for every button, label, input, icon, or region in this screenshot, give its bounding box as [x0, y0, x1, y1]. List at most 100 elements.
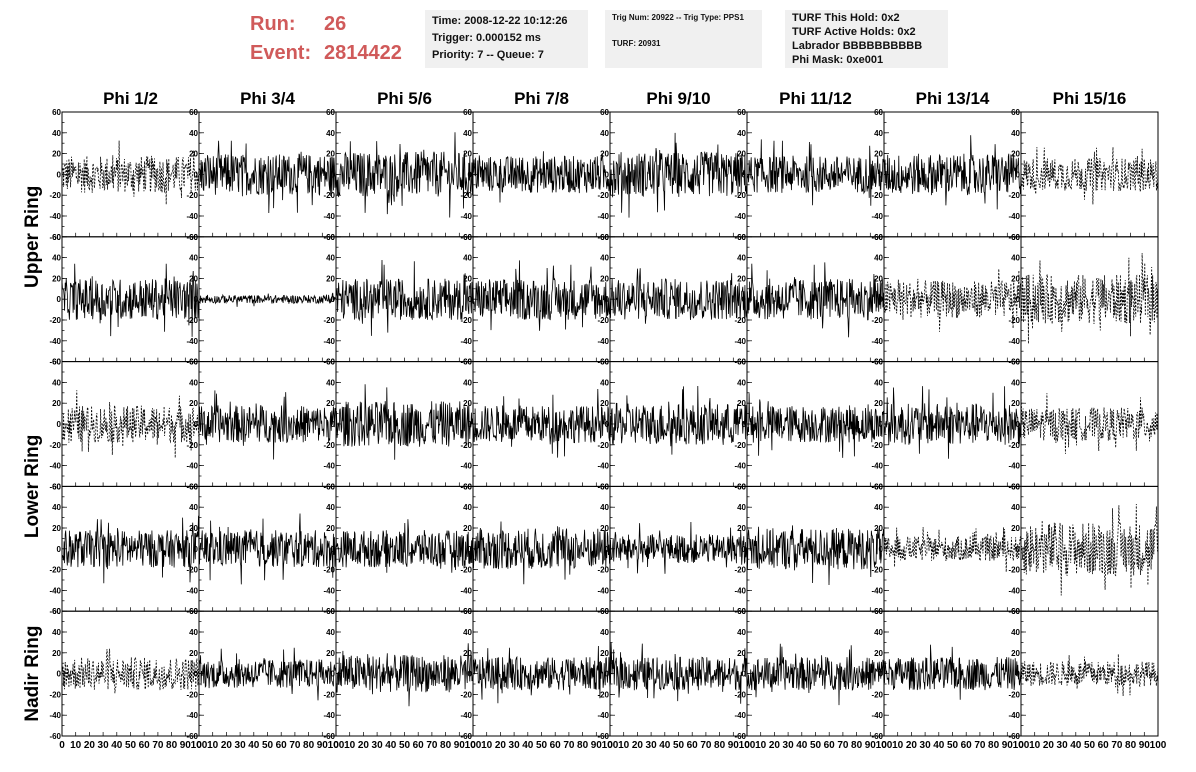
waveform-trace [472, 645, 611, 704]
y-tick-label: -40 [323, 711, 335, 720]
y-tick-label: -20 [460, 316, 472, 325]
y-tick-label: 60 [1011, 358, 1020, 367]
y-tick-label: -20 [597, 690, 609, 699]
y-tick-label: 20 [52, 399, 61, 408]
y-tick-label: 20 [600, 274, 609, 283]
y-tick-label: -60 [734, 358, 746, 367]
column-header: Phi 5/6 [377, 89, 432, 108]
y-tick-label: -20 [323, 566, 335, 575]
x-tick-label: 90 [865, 740, 877, 751]
y-tick-label: 0 [879, 295, 884, 304]
y-tick-label: 20 [326, 399, 335, 408]
x-tick-label: 70 [1111, 740, 1123, 751]
trig-num-box: Trig Num: 20922 -- Trig Type: PPS1 TURF:… [605, 10, 762, 68]
y-tick-label: 0 [742, 545, 747, 554]
turf-this-hold: TURF This Hold: 0x2 [792, 12, 900, 24]
y-tick-label: 40 [600, 503, 609, 512]
y-tick-label: 40 [1011, 254, 1020, 263]
x-tick-label: 70 [974, 740, 986, 751]
x-tick-label: 100 [602, 740, 619, 751]
y-tick-label: -20 [1008, 566, 1020, 575]
y-tick-label: 60 [874, 482, 883, 491]
y-tick-label: -60 [1008, 358, 1020, 367]
ring-label: Upper Ring [22, 186, 43, 288]
y-tick-label: -20 [871, 316, 883, 325]
x-tick-label: 20 [358, 740, 370, 751]
y-tick-label: 60 [1011, 482, 1020, 491]
y-tick-label: -40 [871, 337, 883, 346]
x-tick-label: 0 [59, 740, 65, 751]
waveform-trace [472, 521, 611, 585]
y-tick-label: -20 [460, 690, 472, 699]
y-tick-label: 60 [326, 482, 335, 491]
y-tick-label: -40 [460, 586, 472, 595]
panel-frame [746, 111, 885, 238]
y-tick-label: 60 [189, 108, 198, 117]
x-tick-label: 30 [235, 740, 247, 751]
y-tick-label: 60 [600, 358, 609, 367]
x-tick-label: 80 [851, 740, 863, 751]
y-tick-label: -20 [734, 566, 746, 575]
waveform-trace [198, 647, 337, 701]
y-tick-label: -40 [597, 711, 609, 720]
x-tick-label: 30 [509, 740, 521, 751]
y-tick-label: -20 [460, 566, 472, 575]
y-tick-label: 60 [874, 358, 883, 367]
y-tick-label: -40 [871, 462, 883, 471]
y-tick-label: -40 [323, 586, 335, 595]
waveform-trace [335, 259, 474, 336]
y-tick-label: -40 [460, 711, 472, 720]
y-tick-label: 40 [326, 254, 335, 263]
waveform-trace [472, 388, 611, 458]
y-tick-label: -60 [49, 607, 61, 616]
y-tick-label: -40 [323, 337, 335, 346]
y-tick-label: -40 [49, 212, 61, 221]
x-tick-label: 20 [906, 740, 918, 751]
y-tick-label: -60 [734, 732, 746, 741]
waveform-trace [61, 140, 200, 205]
y-tick-label: 60 [326, 358, 335, 367]
x-tick-label: 90 [591, 740, 603, 751]
y-tick-label: -40 [186, 212, 198, 221]
x-tick-label: 0 [1018, 740, 1024, 751]
y-tick-label: -40 [597, 212, 609, 221]
y-tick-label: 40 [737, 254, 746, 263]
y-tick-label: 20 [463, 274, 472, 283]
x-tick-label: 50 [536, 740, 548, 751]
x-tick-label: 50 [125, 740, 137, 751]
y-tick-label: -20 [460, 441, 472, 450]
y-tick-label: 20 [1011, 649, 1020, 658]
x-tick-label: 20 [632, 740, 644, 751]
y-tick-label: 0 [331, 545, 336, 554]
y-tick-label: -20 [1008, 441, 1020, 450]
y-tick-label: 0 [331, 170, 336, 179]
waveform-trace [472, 151, 611, 203]
y-tick-label: 60 [600, 233, 609, 242]
x-tick-label: 0 [881, 740, 887, 751]
waveform-trace [335, 384, 474, 460]
y-tick-label: 40 [737, 503, 746, 512]
y-tick-label: -40 [460, 462, 472, 471]
y-tick-label: -60 [871, 482, 883, 491]
y-tick-label: 20 [189, 399, 198, 408]
y-tick-label: 0 [1016, 170, 1021, 179]
y-tick-label: -60 [323, 358, 335, 367]
x-tick-label: 50 [947, 740, 959, 751]
x-tick-label: 50 [399, 740, 411, 751]
y-tick-label: 0 [1016, 670, 1021, 679]
x-tick-label: 60 [687, 740, 699, 751]
x-tick-label: 60 [413, 740, 425, 751]
x-tick-label: 10 [481, 740, 493, 751]
y-tick-label: 60 [326, 233, 335, 242]
y-tick-label: 60 [463, 607, 472, 616]
turf-num: TURF: 20931 [612, 39, 661, 48]
y-tick-label: 0 [194, 545, 199, 554]
panel-frame [1020, 236, 1159, 363]
y-tick-label: 20 [1011, 399, 1020, 408]
x-tick-label: 0 [607, 740, 613, 751]
waveform-trace [198, 140, 337, 214]
y-tick-label: 60 [600, 607, 609, 616]
x-tick-label: 90 [728, 740, 740, 751]
y-tick-label: -20 [49, 316, 61, 325]
y-tick-label: -60 [186, 482, 198, 491]
